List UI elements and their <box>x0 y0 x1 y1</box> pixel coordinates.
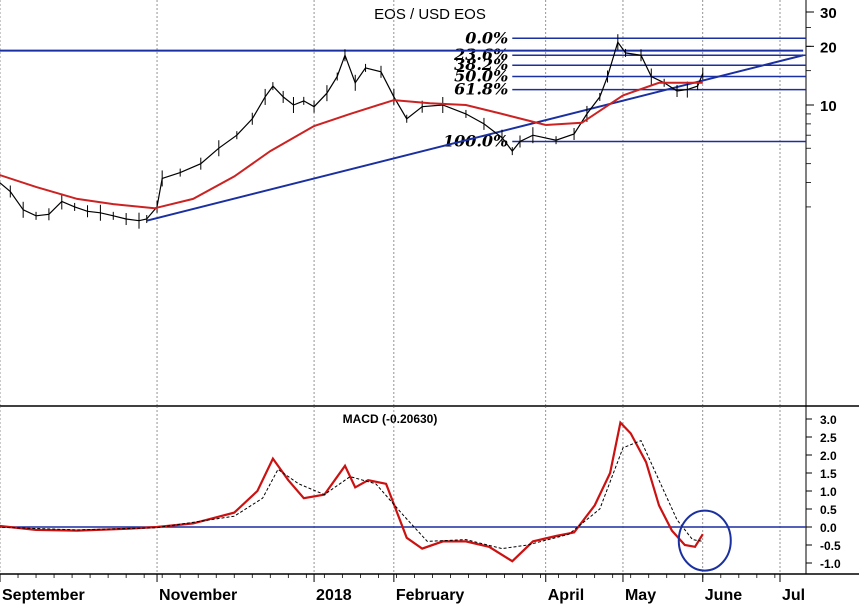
fibonacci-level-label: 38.2% <box>454 55 508 74</box>
fibonacci-level-label: 100.0% <box>443 131 508 150</box>
x-tick-label: February <box>396 587 465 604</box>
x-tick-label: June <box>705 587 742 604</box>
fibonacci-levels: 0.0%23.6%38.2%50.0%61.8%100.0% <box>443 28 806 150</box>
fibonacci-level-label: 0.0% <box>465 28 508 47</box>
x-tick-label: 2018 <box>316 587 352 604</box>
fibonacci-level-label: 50.0% <box>454 67 508 86</box>
macd-y-tick-label: 0.0 <box>820 521 837 535</box>
macd-series-group <box>0 420 732 572</box>
price-chart-title: EOS / USD EOS <box>374 6 486 23</box>
macd-y-tick-label: -0.5 <box>820 539 841 553</box>
fibonacci-level-label: 61.8% <box>454 80 508 99</box>
macd-chart-title: MACD (-0.20630) <box>343 412 438 426</box>
price-line <box>0 40 704 222</box>
x-tick-label: May <box>625 587 656 604</box>
price-y-axis: 30 20 10 <box>806 5 837 208</box>
x-tick-label: September <box>2 587 85 604</box>
x-tick-label: Jul <box>782 587 805 604</box>
x-tick-label: April <box>548 587 584 604</box>
macd-y-tick-label: 3.0 <box>820 413 837 427</box>
date-x-axis: September November 2018 February April May Jun… <box>0 574 805 604</box>
price-y-tick-label: 20 <box>820 39 837 56</box>
signal-line <box>0 439 703 550</box>
macd-y-tick-label: 1.5 <box>820 467 837 481</box>
price-y-tick-label: 10 <box>820 98 837 115</box>
annotation-circle <box>677 509 732 572</box>
macd-y-tick-label: -1.0 <box>820 557 841 571</box>
macd-y-tick-label: 2.0 <box>820 449 837 463</box>
moving-average-line <box>0 81 703 210</box>
macd-y-tick-label: 1.0 <box>820 485 837 499</box>
x-tick-label: November <box>159 587 237 604</box>
price-y-tick-label: 30 <box>820 5 837 22</box>
macd-y-tick-label: 2.5 <box>820 431 837 445</box>
macd-y-tick-label: 0.5 <box>820 503 837 517</box>
price-series-group <box>0 34 704 229</box>
macd-panel: MACD (-0.20630) 3.0 2.5 2.0 1.5 1.0 0.5 0.0 -0.… <box>0 406 841 574</box>
